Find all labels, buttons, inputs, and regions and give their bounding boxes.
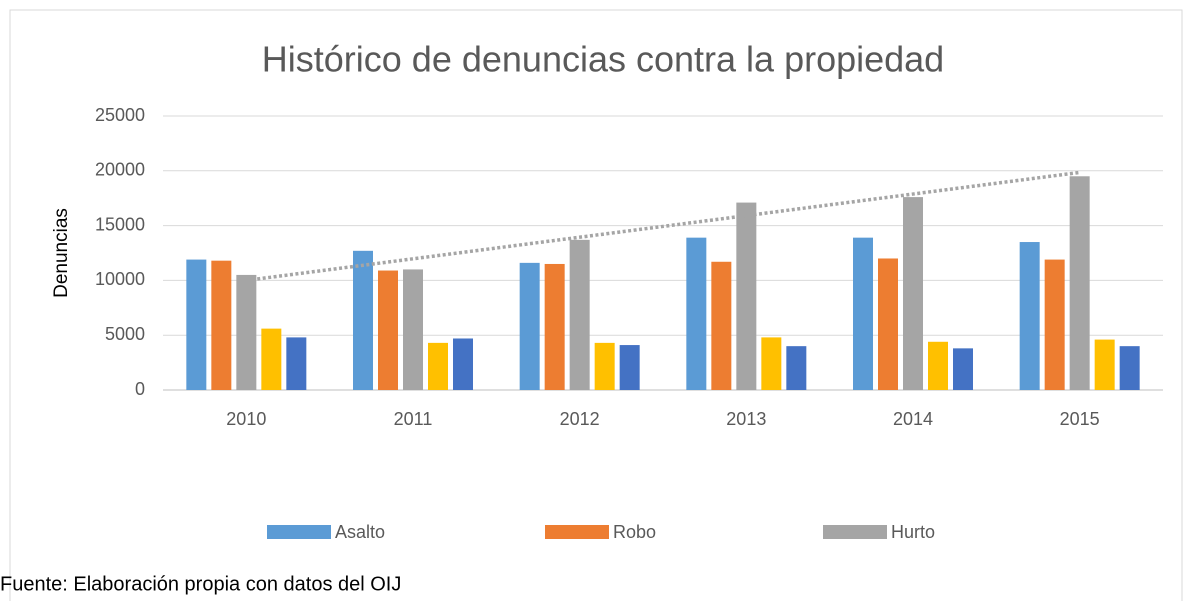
bar (594, 342, 615, 390)
bar (286, 337, 307, 390)
legend-label: Hurto (891, 522, 935, 542)
bar (1044, 259, 1065, 390)
bar (211, 260, 232, 390)
y-tick-label: 20000 (95, 160, 145, 180)
bar (186, 259, 207, 390)
bar (453, 338, 473, 390)
bar (1119, 346, 1140, 390)
trendline (246, 170, 1080, 283)
bar (878, 258, 898, 390)
legend-swatch (823, 525, 887, 539)
bar (1069, 176, 1090, 390)
bar (428, 342, 448, 390)
bar (736, 202, 757, 390)
bar (686, 237, 707, 390)
y-tick-label: 5000 (105, 324, 145, 344)
legend-label: Robo (613, 522, 656, 542)
bar (403, 269, 423, 390)
bar (761, 337, 782, 390)
x-tick-label: 2013 (726, 409, 766, 429)
x-tick-label: 2010 (226, 409, 266, 429)
legend-swatch (267, 525, 331, 539)
bar (903, 197, 923, 390)
y-tick-label: 15000 (95, 214, 145, 234)
bar (853, 237, 873, 390)
bar (353, 250, 373, 390)
chart-title: Histórico de denuncias contra la propied… (262, 39, 944, 80)
bar (236, 274, 257, 390)
bar (519, 262, 540, 390)
bar (786, 346, 807, 390)
legend-label: Asalto (335, 522, 385, 542)
bar (569, 239, 590, 390)
x-tick-label: 2011 (394, 409, 433, 429)
bar (378, 270, 398, 390)
source-note: Fuente: Elaboración propia con datos del… (0, 573, 401, 595)
y-tick-label: 10000 (95, 269, 145, 289)
x-tick-label: 2014 (893, 409, 933, 429)
bar (953, 348, 973, 390)
y-tick-label: 0 (135, 379, 145, 399)
bar (928, 341, 948, 390)
bar (261, 328, 282, 390)
y-axis-label: Denuncias (51, 208, 72, 298)
chart-border (9, 9, 1183, 601)
bar (544, 263, 565, 390)
bar (711, 261, 732, 390)
bar (1094, 339, 1115, 390)
legend-swatch (545, 525, 609, 539)
bar (1019, 242, 1040, 390)
x-tick-label: 2012 (560, 409, 600, 429)
bar (619, 345, 640, 390)
x-tick-label: 2015 (1060, 409, 1100, 429)
y-tick-label: 25000 (95, 105, 145, 125)
